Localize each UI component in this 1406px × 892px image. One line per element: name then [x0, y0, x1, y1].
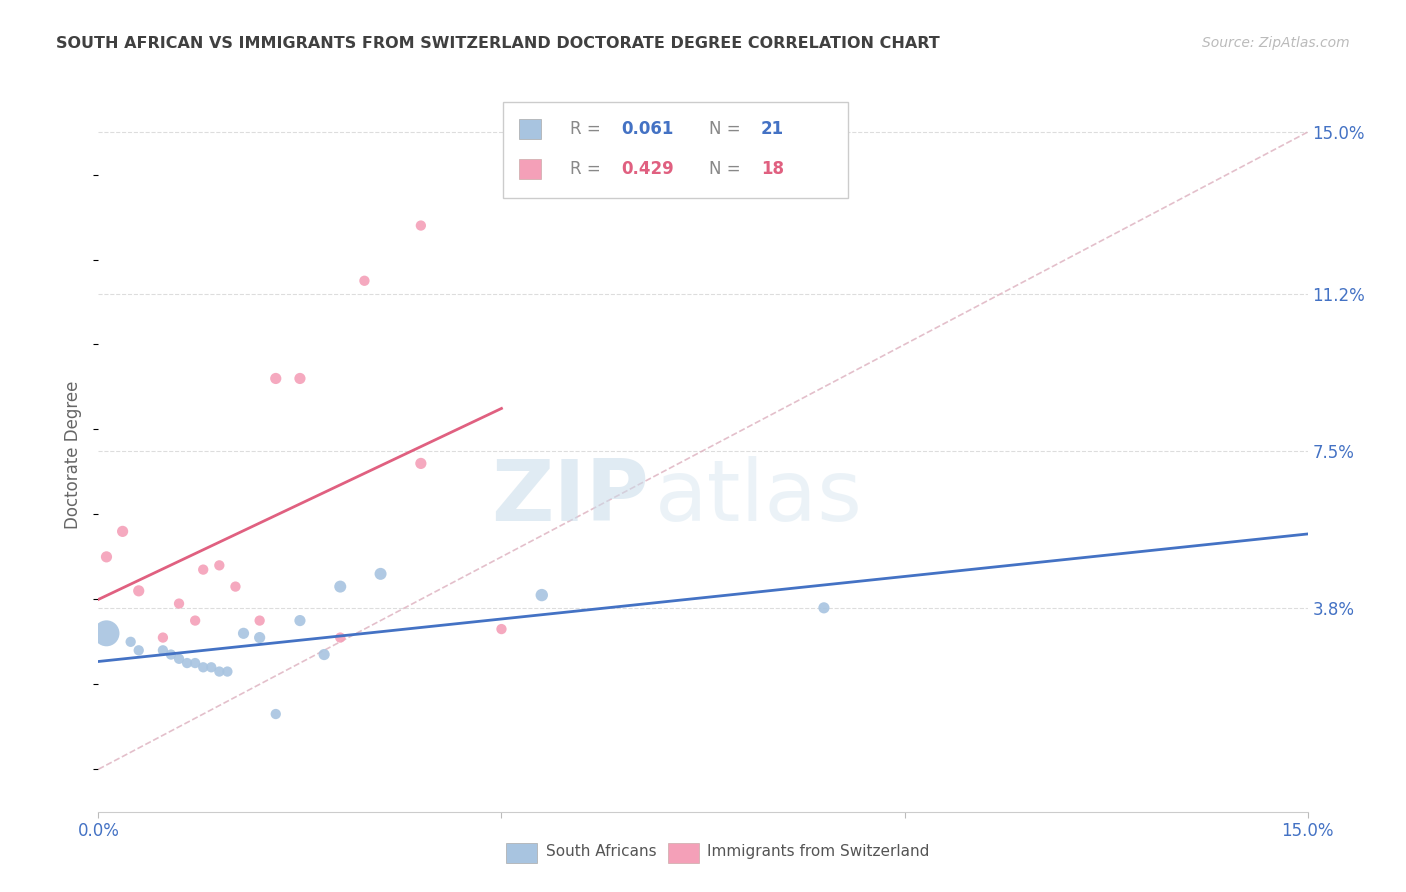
Point: [167, 597, 190, 611]
Point: [152, 643, 174, 657]
Point: [167, 652, 190, 666]
Point: [353, 274, 375, 288]
Text: Immigrants from Switzerland: Immigrants from Switzerland: [707, 845, 929, 859]
Point: [152, 631, 174, 645]
Point: [193, 563, 215, 577]
Text: SOUTH AFRICAN VS IMMIGRANTS FROM SWITZERLAND DOCTORATE DEGREE CORRELATION CHART: SOUTH AFRICAN VS IMMIGRANTS FROM SWITZER…: [56, 36, 941, 51]
Point: [370, 566, 392, 581]
Point: [193, 660, 215, 674]
Point: [491, 622, 513, 636]
Point: [329, 631, 352, 645]
Point: [111, 524, 134, 539]
Text: 21: 21: [761, 120, 785, 137]
Point: [200, 660, 222, 674]
Text: N =: N =: [709, 161, 747, 178]
Point: [184, 614, 207, 628]
Point: [128, 643, 150, 657]
Point: [160, 648, 183, 662]
Text: N =: N =: [709, 120, 747, 137]
Point: [288, 614, 311, 628]
Point: [176, 656, 198, 670]
FancyBboxPatch shape: [519, 160, 541, 179]
Point: [208, 665, 231, 679]
Text: 18: 18: [761, 161, 785, 178]
Point: [96, 626, 118, 640]
FancyBboxPatch shape: [503, 102, 848, 198]
Point: [249, 631, 271, 645]
Text: Source: ZipAtlas.com: Source: ZipAtlas.com: [1202, 36, 1350, 50]
Text: ZIP: ZIP: [491, 456, 648, 540]
Y-axis label: Doctorate Degree: Doctorate Degree: [65, 381, 83, 529]
Point: [409, 219, 432, 233]
FancyBboxPatch shape: [519, 119, 541, 139]
Point: [232, 626, 254, 640]
Text: South Africans: South Africans: [546, 845, 657, 859]
Point: [249, 614, 271, 628]
Point: [184, 656, 207, 670]
Point: [264, 371, 287, 385]
Point: [224, 580, 246, 594]
Text: 0.061: 0.061: [621, 120, 673, 137]
Point: [264, 706, 287, 721]
Point: [329, 580, 352, 594]
Point: [120, 635, 142, 649]
Point: [409, 457, 432, 471]
Point: [530, 588, 553, 602]
Point: [96, 549, 118, 564]
Point: [314, 648, 336, 662]
Point: [217, 665, 239, 679]
Text: R =: R =: [569, 161, 606, 178]
Point: [288, 371, 311, 385]
Text: atlas: atlas: [655, 456, 863, 540]
Text: R =: R =: [569, 120, 606, 137]
Point: [813, 600, 835, 615]
Point: [128, 583, 150, 598]
Point: [208, 558, 231, 573]
Text: 0.429: 0.429: [621, 161, 673, 178]
